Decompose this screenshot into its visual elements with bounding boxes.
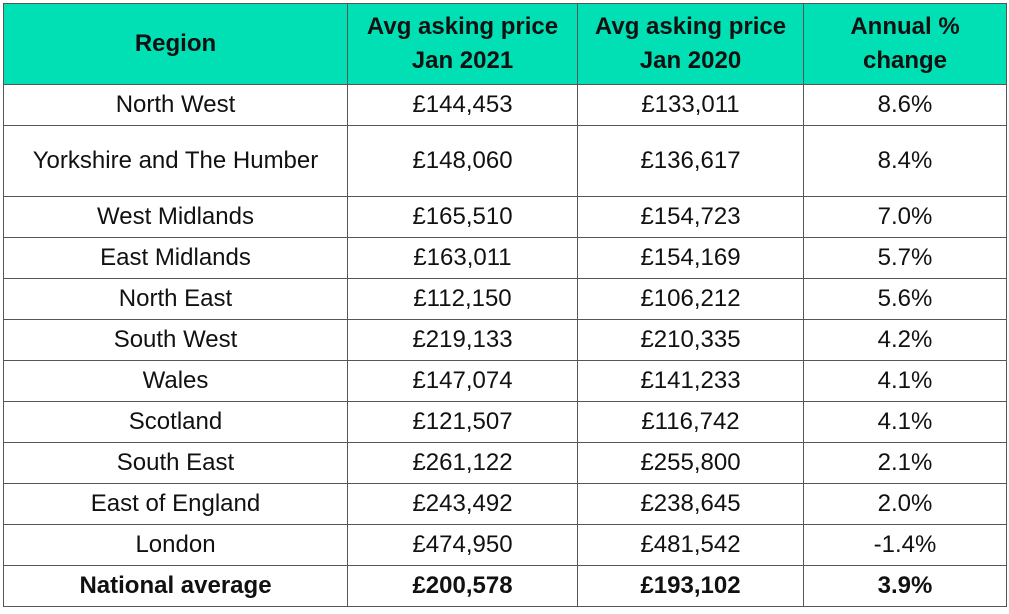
region-cell: North West: [3, 84, 348, 126]
table-row: Yorkshire and The Humber £148,060 £136,6…: [3, 125, 1007, 197]
price-2021-cell: £219,133: [347, 319, 578, 361]
national-average-price-2020: £193,102: [577, 565, 804, 607]
region-cell: Scotland: [3, 401, 348, 443]
region-cell: South East: [3, 442, 348, 484]
region-cell: South West: [3, 319, 348, 361]
price-2020-cell: £116,742: [577, 401, 804, 443]
price-2020-cell: £106,212: [577, 278, 804, 320]
change-cell: 5.7%: [803, 237, 1007, 279]
national-average-change: 3.9%: [803, 565, 1007, 607]
header-price-2021: Avg asking price Jan 2021: [347, 3, 578, 85]
price-2021-cell: £474,950: [347, 524, 578, 566]
table-row: North East £112,150 £106,212 5.6%: [3, 278, 1007, 320]
change-cell: 8.4%: [803, 125, 1007, 197]
region-cell: Yorkshire and The Humber: [3, 125, 348, 197]
asking-price-table: Region Avg asking price Jan 2021 Avg ask…: [3, 3, 1007, 607]
price-2020-cell: £255,800: [577, 442, 804, 484]
price-2021-cell: £148,060: [347, 125, 578, 197]
region-cell: Wales: [3, 360, 348, 402]
header-region: Region: [3, 3, 348, 85]
table-row: Scotland £121,507 £116,742 4.1%: [3, 401, 1007, 443]
table-row: West Midlands £165,510 £154,723 7.0%: [3, 196, 1007, 238]
region-cell: London: [3, 524, 348, 566]
price-2020-cell: £238,645: [577, 483, 804, 525]
change-cell: 4.1%: [803, 360, 1007, 402]
price-2021-cell: £121,507: [347, 401, 578, 443]
national-average-price-2021: £200,578: [347, 565, 578, 607]
table-header-row: Region Avg asking price Jan 2021 Avg ask…: [3, 3, 1007, 85]
table-row: East of England £243,492 £238,645 2.0%: [3, 483, 1007, 525]
region-cell: East Midlands: [3, 237, 348, 279]
region-cell: West Midlands: [3, 196, 348, 238]
table-row: East Midlands £163,011 £154,169 5.7%: [3, 237, 1007, 279]
price-2020-cell: £136,617: [577, 125, 804, 197]
change-cell: 4.2%: [803, 319, 1007, 361]
header-annual-change: Annual % change: [803, 3, 1007, 85]
change-cell: 2.1%: [803, 442, 1007, 484]
table-row: London £474,950 £481,542 -1.4%: [3, 524, 1007, 566]
price-2021-cell: £243,492: [347, 483, 578, 525]
price-2021-cell: £147,074: [347, 360, 578, 402]
table-row: South West £219,133 £210,335 4.2%: [3, 319, 1007, 361]
price-2020-cell: £210,335: [577, 319, 804, 361]
price-2020-cell: £133,011: [577, 84, 804, 126]
price-2021-cell: £144,453: [347, 84, 578, 126]
national-average-row: National average £200,578 £193,102 3.9%: [3, 565, 1007, 607]
change-cell: -1.4%: [803, 524, 1007, 566]
price-2020-cell: £154,723: [577, 196, 804, 238]
price-2021-cell: £112,150: [347, 278, 578, 320]
change-cell: 7.0%: [803, 196, 1007, 238]
price-2020-cell: £154,169: [577, 237, 804, 279]
table-row: South East £261,122 £255,800 2.1%: [3, 442, 1007, 484]
region-cell: East of England: [3, 483, 348, 525]
header-price-2020: Avg asking price Jan 2020: [577, 3, 804, 85]
change-cell: 4.1%: [803, 401, 1007, 443]
region-cell: North East: [3, 278, 348, 320]
national-average-label: National average: [3, 565, 348, 607]
price-2021-cell: £165,510: [347, 196, 578, 238]
price-2020-cell: £141,233: [577, 360, 804, 402]
price-2021-cell: £163,011: [347, 237, 578, 279]
change-cell: 5.6%: [803, 278, 1007, 320]
table-row: North West £144,453 £133,011 8.6%: [3, 84, 1007, 126]
price-2021-cell: £261,122: [347, 442, 578, 484]
change-cell: 8.6%: [803, 84, 1007, 126]
change-cell: 2.0%: [803, 483, 1007, 525]
table-row: Wales £147,074 £141,233 4.1%: [3, 360, 1007, 402]
price-2020-cell: £481,542: [577, 524, 804, 566]
